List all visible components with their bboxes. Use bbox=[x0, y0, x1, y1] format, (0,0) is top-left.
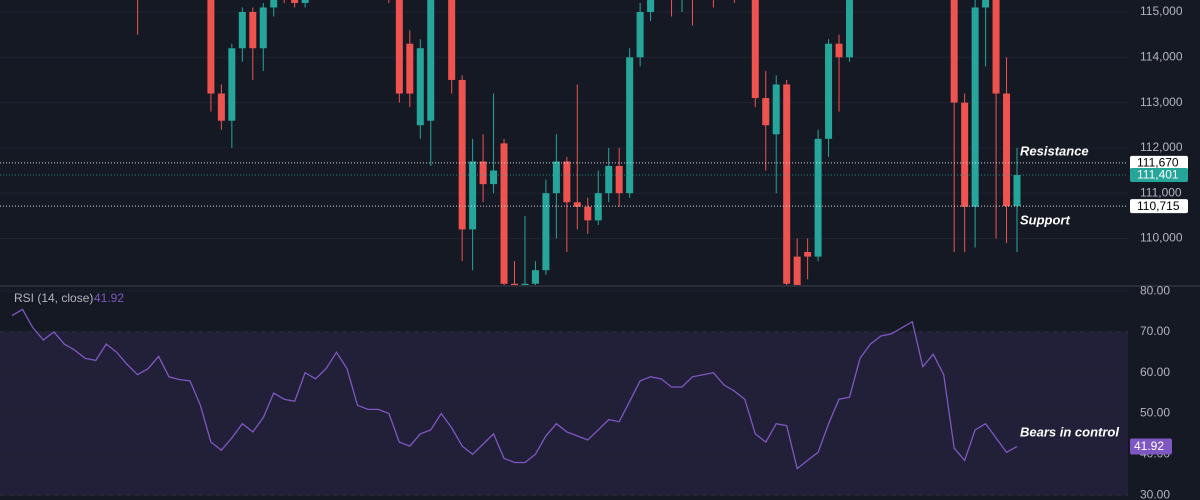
candle-body bbox=[825, 43, 833, 139]
y-tick-label: 30.00 bbox=[1140, 487, 1170, 500]
y-tick-label: 70.00 bbox=[1140, 324, 1170, 338]
candle-body bbox=[479, 161, 487, 185]
level-badge bbox=[1130, 155, 1188, 170]
candle-body bbox=[584, 206, 592, 221]
candle-body bbox=[626, 57, 634, 194]
rsi-last-value: 41.92 bbox=[94, 291, 124, 305]
candle-body bbox=[563, 161, 571, 203]
candle-body bbox=[814, 138, 822, 257]
candle-body bbox=[772, 84, 780, 135]
candle-body bbox=[846, 0, 853, 58]
candle-body bbox=[521, 283, 529, 285]
candle-body bbox=[1003, 93, 1011, 207]
candle-body bbox=[783, 84, 791, 284]
candle-body bbox=[469, 161, 477, 230]
candle-body bbox=[982, 0, 990, 8]
annotation: Support bbox=[1020, 212, 1070, 227]
candle-body bbox=[458, 79, 466, 230]
candle-body bbox=[217, 93, 225, 121]
candle-body bbox=[971, 7, 979, 207]
y-tick-label: 113,000 bbox=[1140, 95, 1183, 109]
annotation: Resistance bbox=[1020, 143, 1089, 158]
overlay: RSI (14, close) 41.92 Resistance Support… bbox=[14, 4, 1188, 500]
y-tick-label: 50.00 bbox=[1140, 406, 1170, 420]
y-tick-label: 110,000 bbox=[1140, 231, 1183, 245]
rsi-line bbox=[11, 308, 1018, 470]
rsi-pane bbox=[0, 290, 1128, 496]
candle-body bbox=[542, 193, 550, 271]
level-label: 110,715 bbox=[1137, 199, 1180, 213]
candle-body bbox=[573, 202, 581, 207]
candle-body bbox=[270, 0, 278, 8]
y-tick-label: 111,000 bbox=[1140, 185, 1182, 199]
candle-body bbox=[238, 12, 246, 49]
y-tick-label: 114,000 bbox=[1140, 49, 1183, 63]
candle-body bbox=[531, 270, 539, 284]
candle-body bbox=[594, 193, 602, 221]
candle-body bbox=[301, 0, 309, 3]
y-tick-label: 80.00 bbox=[1140, 283, 1170, 297]
candle-body bbox=[406, 43, 414, 94]
level-badge bbox=[1130, 168, 1188, 183]
candle-body bbox=[992, 0, 1000, 94]
candle-body bbox=[228, 48, 236, 121]
rsi-badge bbox=[1130, 438, 1172, 455]
price-pane bbox=[0, 0, 1128, 285]
candle-body bbox=[762, 98, 770, 126]
rsi-title: RSI (14, close) bbox=[14, 291, 93, 305]
candle-body bbox=[605, 166, 613, 194]
candle-body bbox=[490, 170, 498, 185]
candle-body bbox=[448, 0, 456, 80]
candle-body bbox=[291, 0, 299, 3]
candle-body bbox=[804, 252, 812, 257]
y-tick-label: 115,000 bbox=[1140, 4, 1183, 18]
candle-body bbox=[647, 0, 655, 13]
candle-body bbox=[259, 7, 267, 49]
y-tick-label: 112,000 bbox=[1140, 140, 1183, 154]
annotation: Bears in control bbox=[1020, 424, 1119, 439]
candle-body bbox=[249, 12, 257, 49]
candle-body bbox=[395, 0, 403, 94]
candle-body bbox=[416, 48, 424, 126]
candle-body bbox=[793, 256, 801, 285]
candle-body bbox=[961, 102, 969, 207]
candle-body bbox=[511, 283, 518, 285]
level-badge bbox=[1130, 199, 1188, 214]
candle-body bbox=[751, 0, 759, 99]
candle-body bbox=[207, 0, 215, 94]
candle-body bbox=[427, 0, 435, 121]
candle-body bbox=[950, 0, 958, 103]
level-label: 111,401 bbox=[1137, 168, 1179, 182]
y-tick-label: 60.00 bbox=[1140, 365, 1170, 379]
candle-body bbox=[615, 166, 623, 194]
level-label: 111,670 bbox=[1137, 156, 1179, 170]
rsi-badge-label: 41.92 bbox=[1134, 439, 1164, 453]
candle-body bbox=[500, 143, 508, 284]
candle-body bbox=[636, 12, 644, 58]
candle-body bbox=[835, 43, 843, 58]
candle-body bbox=[1013, 175, 1021, 207]
candle-body bbox=[552, 161, 560, 194]
